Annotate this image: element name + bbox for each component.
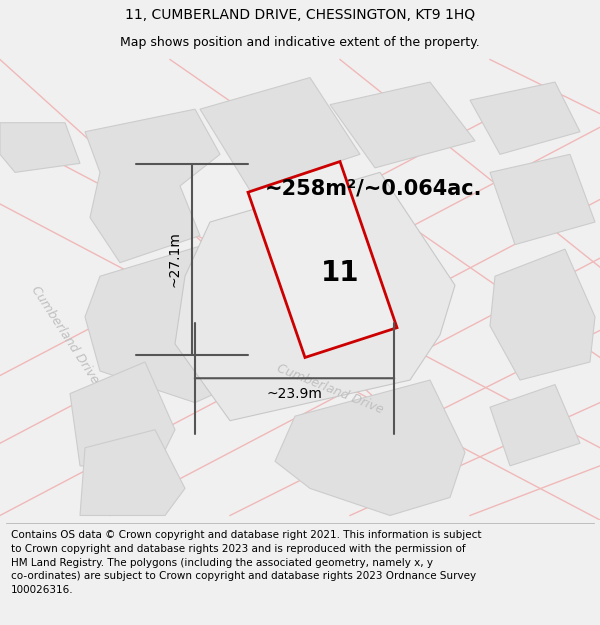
- Polygon shape: [470, 82, 580, 154]
- Polygon shape: [85, 109, 220, 262]
- Polygon shape: [275, 380, 465, 516]
- Polygon shape: [0, 122, 80, 172]
- Polygon shape: [490, 154, 595, 244]
- Polygon shape: [248, 161, 397, 358]
- Text: 11, CUMBERLAND DRIVE, CHESSINGTON, KT9 1HQ: 11, CUMBERLAND DRIVE, CHESSINGTON, KT9 1…: [125, 8, 475, 22]
- Text: Cumberland Drive: Cumberland Drive: [275, 362, 385, 416]
- Text: Cumberland Drive: Cumberland Drive: [29, 284, 101, 386]
- Text: Contains OS data © Crown copyright and database right 2021. This information is : Contains OS data © Crown copyright and d…: [11, 531, 481, 595]
- Polygon shape: [330, 82, 475, 168]
- Polygon shape: [490, 249, 595, 380]
- Text: Map shows position and indicative extent of the property.: Map shows position and indicative extent…: [120, 36, 480, 49]
- Text: 11: 11: [321, 259, 360, 288]
- Polygon shape: [70, 362, 175, 471]
- Text: ~23.9m: ~23.9m: [266, 388, 322, 401]
- Text: ~27.1m: ~27.1m: [167, 232, 181, 288]
- Polygon shape: [80, 430, 185, 516]
- Polygon shape: [200, 78, 360, 191]
- Polygon shape: [85, 240, 265, 402]
- Polygon shape: [175, 173, 455, 421]
- Polygon shape: [490, 384, 580, 466]
- Text: ~258m²/~0.064ac.: ~258m²/~0.064ac.: [265, 179, 482, 199]
